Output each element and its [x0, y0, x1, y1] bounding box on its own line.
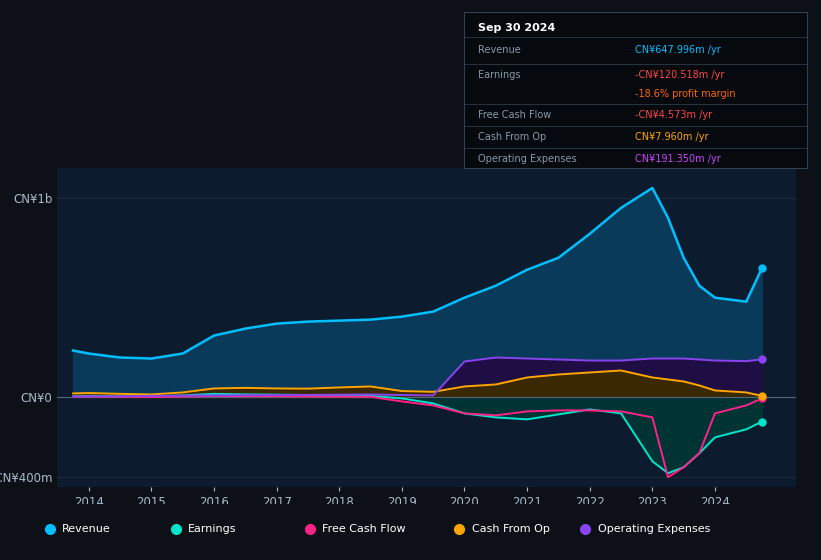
Text: Operating Expenses: Operating Expenses: [478, 154, 576, 164]
Text: Sep 30 2024: Sep 30 2024: [478, 23, 555, 33]
Text: CN¥191.350m /yr: CN¥191.350m /yr: [635, 154, 721, 164]
Text: -CN¥4.573m /yr: -CN¥4.573m /yr: [635, 110, 713, 120]
Text: Free Cash Flow: Free Cash Flow: [478, 110, 551, 120]
Text: Earnings: Earnings: [478, 70, 520, 80]
Text: -18.6% profit margin: -18.6% profit margin: [635, 88, 736, 99]
Text: Cash From Op: Cash From Op: [478, 132, 546, 142]
Text: Free Cash Flow: Free Cash Flow: [322, 524, 406, 534]
Text: Operating Expenses: Operating Expenses: [598, 524, 710, 534]
Text: CN¥647.996m /yr: CN¥647.996m /yr: [635, 45, 721, 55]
Text: Earnings: Earnings: [188, 524, 236, 534]
Text: CN¥7.960m /yr: CN¥7.960m /yr: [635, 132, 709, 142]
Text: Revenue: Revenue: [478, 45, 521, 55]
Text: Cash From Op: Cash From Op: [472, 524, 550, 534]
Text: -CN¥120.518m /yr: -CN¥120.518m /yr: [635, 70, 725, 80]
Text: Revenue: Revenue: [62, 524, 111, 534]
